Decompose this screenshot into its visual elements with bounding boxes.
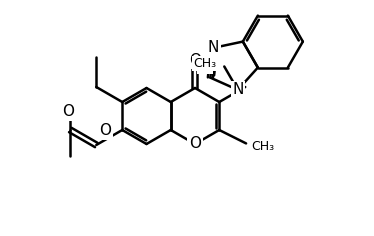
Text: CH₃: CH₃ bbox=[193, 57, 216, 70]
Text: N: N bbox=[208, 40, 219, 55]
Text: N: N bbox=[232, 82, 243, 97]
Text: O: O bbox=[189, 136, 201, 152]
Text: O: O bbox=[189, 53, 201, 68]
Text: O: O bbox=[199, 58, 211, 73]
Text: O: O bbox=[99, 123, 111, 138]
Text: CH₃: CH₃ bbox=[251, 140, 274, 153]
Text: O: O bbox=[62, 105, 74, 119]
